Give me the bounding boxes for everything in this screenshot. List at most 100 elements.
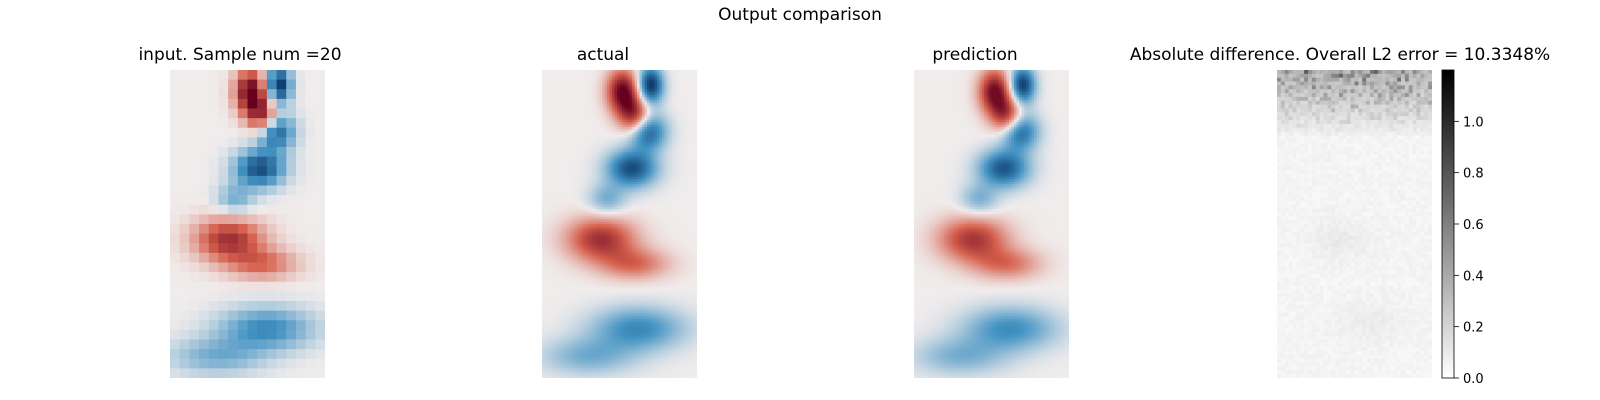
heatmap-cell <box>624 132 628 136</box>
heatmap-cell <box>567 77 571 81</box>
heatmap-cell <box>286 137 297 148</box>
heatmap-cell <box>682 119 686 123</box>
heatmap-cell <box>692 104 696 108</box>
heatmap-cell <box>594 181 598 185</box>
heatmap-cell <box>692 117 696 121</box>
heatmap-cell <box>594 92 598 96</box>
heatmap-cell <box>657 191 661 195</box>
heatmap-cell <box>276 166 287 177</box>
heatmap-cell <box>674 191 678 195</box>
heatmap-cell <box>547 211 551 215</box>
heatmap-cell <box>694 104 697 108</box>
heatmap-cell <box>542 231 546 235</box>
heatmap-cell <box>549 199 553 203</box>
heatmap-cell <box>664 117 668 121</box>
heatmap-cell <box>677 199 681 203</box>
heatmap-cell <box>669 159 673 163</box>
heatmap-cell <box>632 174 636 178</box>
heatmap-cell <box>562 226 566 230</box>
heatmap-cell <box>679 166 683 170</box>
heatmap-cell <box>179 166 190 177</box>
heatmap-cell <box>547 119 551 123</box>
heatmap-cell <box>609 144 613 148</box>
heatmap-cell <box>694 246 697 250</box>
heatmap-cell <box>582 186 586 190</box>
heatmap-cell <box>582 171 586 175</box>
heatmap-cell <box>687 132 691 136</box>
heatmap-cell <box>619 161 623 165</box>
heatmap-cell <box>677 164 681 168</box>
heatmap-cell <box>557 191 561 195</box>
heatmap-cell <box>569 226 573 230</box>
heatmap-cell <box>544 204 548 208</box>
heatmap-cell <box>237 281 249 292</box>
heatmap-cell <box>592 79 596 84</box>
heatmap-cell <box>689 72 693 76</box>
heatmap-cell <box>589 124 593 128</box>
heatmap-cell <box>584 154 588 158</box>
heatmap-cell <box>315 320 325 331</box>
heatmap-cell <box>547 216 551 220</box>
heatmap-cell <box>592 112 596 116</box>
heatmap-cell <box>684 236 688 240</box>
heatmap-cell <box>654 137 658 141</box>
heatmap-cell <box>672 209 676 213</box>
heatmap-cell <box>637 109 641 113</box>
heatmap-cell <box>634 231 638 235</box>
heatmap-cell <box>649 107 653 111</box>
heatmap-cell <box>652 246 656 250</box>
heatmap-cell <box>604 79 608 84</box>
heatmap-cell <box>562 221 566 225</box>
heatmap-cell <box>659 154 663 158</box>
heatmap-cell <box>689 238 693 242</box>
heatmap-cell <box>662 243 666 247</box>
heatmap-cell <box>639 151 643 156</box>
heatmap-cell <box>587 89 591 93</box>
heatmap-cell <box>547 196 551 200</box>
heatmap-cell <box>592 171 596 175</box>
heatmap-cell <box>577 99 581 103</box>
heatmap-cell <box>672 94 676 98</box>
heatmap-cell <box>218 329 229 341</box>
heatmap-cell <box>689 199 693 203</box>
heatmap-cell <box>594 209 598 213</box>
heatmap-cell <box>617 201 621 205</box>
heatmap-cell <box>679 231 683 235</box>
heatmap-cell <box>609 134 613 138</box>
heatmap-cell <box>669 79 673 84</box>
heatmap-cell <box>604 129 608 133</box>
heatmap-cell <box>654 119 658 123</box>
heatmap-cell <box>659 137 663 141</box>
heatmap-cell <box>567 209 571 213</box>
heatmap-cell <box>629 132 633 136</box>
heatmap-cell <box>639 211 643 215</box>
heatmap-cell <box>647 224 651 228</box>
heatmap-cell <box>677 117 681 121</box>
heatmap-cell <box>657 142 661 146</box>
heatmap-cell <box>542 204 546 208</box>
heatmap-cell <box>557 199 561 203</box>
heatmap-cell <box>629 117 633 121</box>
heatmap-cell <box>622 174 626 178</box>
heatmap-cell <box>649 164 653 168</box>
heatmap-cell <box>564 129 568 133</box>
heatmap-cell <box>669 104 673 108</box>
heatmap-cell <box>557 119 561 123</box>
heatmap-cell <box>659 209 663 213</box>
heatmap-cell <box>554 154 558 158</box>
heatmap-cell <box>649 209 653 213</box>
heatmap-cell <box>599 201 603 205</box>
heatmap-cell <box>684 191 688 195</box>
heatmap-cell <box>677 89 681 93</box>
heatmap-cell <box>562 137 566 141</box>
heatmap-cell <box>559 236 563 240</box>
heatmap-cell <box>644 142 648 146</box>
heatmap-cell <box>567 196 571 200</box>
heatmap-cell <box>612 171 616 175</box>
heatmap-cell <box>614 137 618 141</box>
heatmap-cell <box>549 184 553 188</box>
heatmap-cell <box>614 191 618 195</box>
heatmap-cell <box>577 112 581 116</box>
heatmap-cell <box>672 206 676 210</box>
heatmap-cell <box>276 79 287 90</box>
